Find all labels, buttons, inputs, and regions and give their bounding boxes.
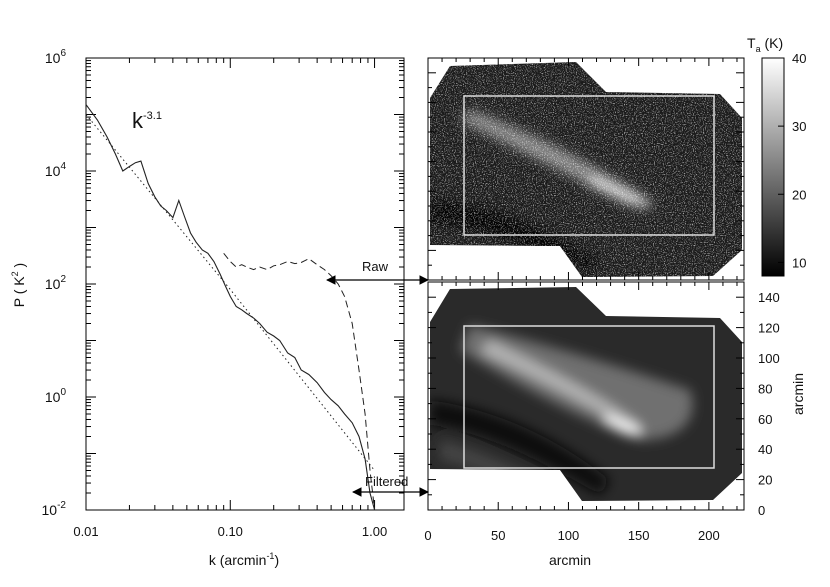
raw-map-ticks — [427, 57, 744, 281]
filtered-map-panel: 0 50 100 150 200 0 20 40 60 80 100 120 140 arcmin ar… — [424, 281, 806, 568]
map-x-tick-label: 50 — [491, 528, 505, 543]
colorbar-tick-label: 40 — [792, 51, 806, 66]
y-axis-label: P ( K2 ) — [10, 263, 27, 307]
map-y-tick-label: 40 — [758, 442, 772, 457]
map-x-tick-label: 200 — [698, 528, 720, 543]
raw-map-image — [430, 62, 742, 277]
map-y-tick-label: 60 — [758, 412, 772, 427]
map-y-tick-label: 20 — [758, 473, 772, 488]
series-line-solid — [85, 104, 376, 511]
filtered-arrow: Filtered — [352, 474, 429, 497]
filtered-map-x-label: arcmin — [549, 552, 591, 568]
filtered-arrow-label: Filtered — [365, 474, 408, 489]
colorbar-ticks: 10 20 30 40 — [778, 51, 806, 270]
raw-arrow-label: Raw — [362, 259, 389, 274]
filtered-map-image — [430, 287, 742, 501]
map-y-tick-label: 100 — [758, 351, 780, 366]
map-x-tick-label: 150 — [628, 528, 650, 543]
power-spectrum-series — [85, 104, 376, 511]
filtered-map-y-label: arcmin — [790, 373, 806, 415]
y-tick-label: 102 — [45, 274, 67, 292]
y-tick-label: 100 — [45, 387, 67, 405]
power-law-annotation: k-3.1 — [132, 108, 162, 133]
raw-map-panel — [427, 57, 745, 281]
colorbar: 10 20 30 40 Ta (K) — [747, 35, 806, 277]
x-axis-label: k (arcmin-1) — [209, 551, 279, 568]
map-y-tick-label: 0 — [758, 503, 765, 518]
map-x-tick-label: 100 — [558, 528, 580, 543]
colorbar-gradient — [761, 57, 785, 277]
map-y-tick-label: 120 — [758, 321, 780, 336]
colorbar-label: Ta (K) — [747, 35, 783, 54]
x-tick-label: 0.01 — [73, 524, 98, 539]
power-spectrum-panel: 0.01 0.10 1.00 10-2 100 102 104 106 k-3.1 k (ar… — [10, 48, 405, 568]
map-y-tick-label: 80 — [758, 381, 772, 396]
x-tick-label: 0.10 — [218, 524, 243, 539]
y-tick-label: 104 — [45, 161, 67, 179]
raw-arrow: Raw — [326, 259, 429, 285]
series-line-dotted — [85, 114, 375, 471]
colorbar-tick-label: 20 — [792, 187, 806, 202]
raw-map-frame — [427, 57, 745, 281]
y-tick-label: 106 — [45, 48, 67, 66]
map-y-tick-label: 140 — [758, 290, 780, 305]
map-x-tick-label: 0 — [424, 528, 431, 543]
filtered-map-ticks: 0 50 100 150 200 0 20 40 60 80 100 120 140 — [424, 281, 780, 543]
colorbar-tick-label: 10 — [792, 255, 806, 270]
series-line-dashed — [223, 252, 376, 511]
colorbar-tick-label: 30 — [792, 119, 806, 134]
y-tick-label: 10-2 — [42, 500, 67, 518]
filtered-map-frame — [427, 281, 745, 511]
power-spectrum-ticks: 0.01 0.10 1.00 10-2 100 102 104 106 — [42, 48, 404, 539]
x-tick-label: 1.00 — [362, 524, 387, 539]
